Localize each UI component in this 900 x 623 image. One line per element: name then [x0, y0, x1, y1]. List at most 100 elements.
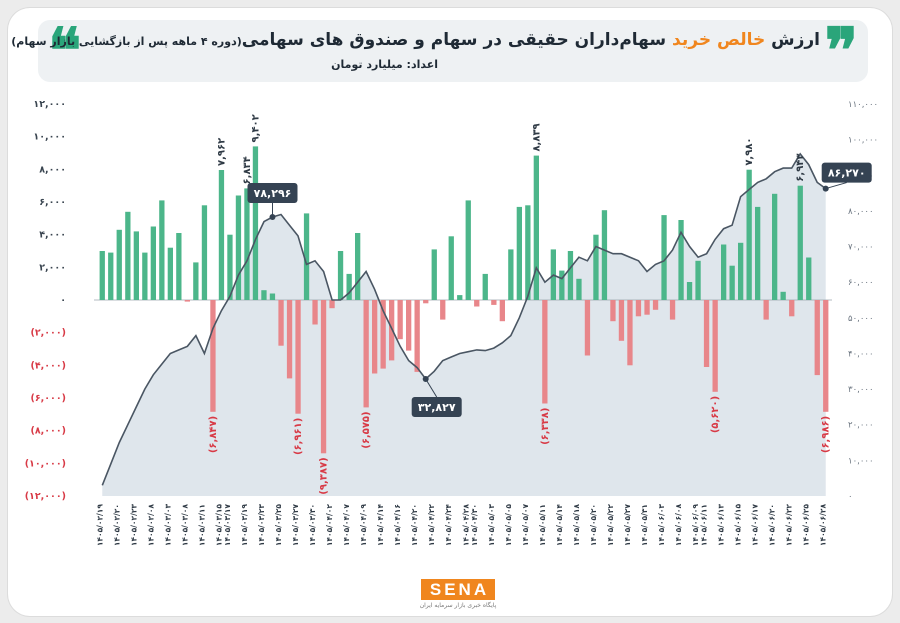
- x-axis-label: ۱۴۰۵/۰۶/۱۱: [700, 504, 709, 546]
- bar-value-label: ۷,۹۶۲: [216, 138, 227, 166]
- x-axis-label: ۱۴۰۵/۰۶/۱۳: [717, 504, 726, 547]
- quote-left-icon: ❝: [48, 14, 82, 87]
- x-axis-label: ۱۴۰۵/۰۳/۳۰: [308, 504, 317, 546]
- bar: [312, 300, 318, 325]
- bar: [763, 300, 769, 320]
- cumulative-area: [102, 153, 826, 496]
- x-axis-label: ۱۴۰۵/۰۴/۲۴: [444, 504, 453, 547]
- x-axis-label: ۱۴۰۵/۰۴/۰۲: [325, 504, 334, 547]
- callout-box: [411, 397, 462, 417]
- bar: [806, 257, 812, 300]
- x-axis-label: ۱۴۰۵/۰۲/۲۰: [112, 504, 121, 546]
- right-axis-tick: ۴۰,۰۰۰: [848, 350, 874, 360]
- x-axis-label: ۱۴۰۵/۰۵/۰۵: [504, 504, 513, 547]
- bar: [252, 146, 259, 300]
- left-axis-tick: (۱۲,۰۰۰): [25, 491, 66, 502]
- right-axis-tick: ۸۰,۰۰۰: [848, 207, 874, 217]
- right-axis-tick: ۱۰۰,۰۰۰: [848, 136, 878, 146]
- x-axis-label: ۱۴۰۵/۰۴/۳۰: [470, 504, 479, 546]
- bar: [635, 300, 642, 317]
- left-axis-tick: ۱۰,۰۰۰: [33, 132, 66, 143]
- bar: [686, 282, 693, 300]
- bar: [789, 300, 795, 317]
- x-axis-label: ۱۴۰۵/۰۲/۱۹: [95, 504, 104, 547]
- bar: [431, 249, 437, 300]
- bar: [99, 251, 105, 300]
- callout-dot: [822, 185, 829, 192]
- bar: [261, 290, 267, 300]
- bar: [176, 233, 182, 300]
- bar: [142, 252, 148, 300]
- bar: [661, 215, 667, 300]
- x-axis-label: ۱۴۰۵/۰۴/۲۰: [410, 504, 419, 546]
- bar: [465, 200, 471, 300]
- callout-box: [821, 162, 872, 183]
- x-axis-label: ۱۴۰۵/۰۳/۰۸: [180, 504, 189, 547]
- left-axis-tick: ۲,۰۰۰: [39, 262, 66, 273]
- bar: [320, 300, 327, 454]
- bar: [218, 170, 225, 300]
- x-axis-label: ۱۴۰۵/۰۶/۰۹: [691, 504, 700, 547]
- left-axis-tick: ۶,۰۰۰: [39, 197, 66, 208]
- bar: [618, 300, 625, 341]
- bar: [227, 234, 233, 300]
- x-axis-label: ۱۴۰۵/۰۶/۲۵: [802, 504, 811, 547]
- bar-value-label: (۹,۳۸۷): [319, 457, 330, 494]
- bar: [482, 273, 488, 300]
- bar: [644, 300, 650, 315]
- bar: [695, 260, 701, 300]
- bar: [133, 231, 139, 300]
- x-axis-label: ۱۴۰۵/۰۳/۱۱: [197, 504, 206, 546]
- x-axis-label: ۱۴۰۵/۰۳/۰۳: [163, 504, 172, 547]
- quote-right-icon: ❞: [824, 14, 858, 87]
- x-axis-label: ۱۴۰۵/۰۵/۲۷: [623, 504, 632, 547]
- bar: [286, 300, 293, 379]
- left-axis-tick: ۰: [60, 295, 66, 306]
- bar-value-label: (۶,۹۶۱): [293, 418, 304, 455]
- x-axis-label: ۱۴۰۵/۰۶/۱۷: [751, 504, 760, 547]
- callout-label: ۷۸,۲۹۶: [254, 187, 292, 200]
- bar: [210, 300, 216, 412]
- bar: [729, 265, 735, 300]
- callout-box: [247, 183, 298, 203]
- bar-value-label: (۶,۸۴۷): [208, 416, 219, 453]
- chart-svg: ۱۲,۰۰۰ ۱۰,۰۰۰ ۸,۰۰۰ ۶,۰۰۰ ۴,۰۰۰ ۲,۰۰۰ ۰ (۲,۰۰۰)…: [25, 99, 878, 547]
- title-note: (دوره ۴ ماهه پس از بازگشایی بازار سهام): [11, 35, 242, 48]
- x-axis-label: ۱۴۰۵/۰۶/۲۸: [819, 504, 828, 547]
- bar: [125, 211, 131, 300]
- bar: [116, 229, 122, 300]
- bar: [150, 226, 156, 300]
- callout-dot: [269, 214, 276, 220]
- bar: [406, 300, 412, 351]
- x-axis-label: ۱۴۰۵/۰۵/۱۸: [572, 504, 581, 547]
- bar: [159, 200, 165, 300]
- logo-text: SENA: [420, 579, 496, 600]
- bar: [525, 205, 531, 300]
- bar: [576, 278, 582, 300]
- bar: [712, 300, 718, 392]
- bar: [823, 300, 829, 412]
- bar: [652, 300, 659, 310]
- right-axis-tick: ۱۰,۰۰۰: [848, 456, 874, 466]
- bar: [244, 188, 250, 300]
- bar-value-label: (۵,۶۲۰): [710, 396, 721, 433]
- left-axis-tick: (۸,۰۰۰): [31, 426, 67, 437]
- x-axis-label: ۱۴۰۵/۰۵/۰۷: [521, 504, 530, 547]
- bar-value-label: ۶,۹۴۳: [795, 153, 806, 181]
- bar: [584, 300, 591, 356]
- bar: [193, 262, 199, 300]
- right-axis-tick: ۲۰,۰۰۰: [848, 421, 874, 431]
- bar: [372, 300, 378, 374]
- unit-label: اعداد: میلیارد تومان: [331, 58, 438, 71]
- bar: [167, 247, 173, 300]
- bar: [601, 210, 608, 300]
- x-axis-label: ۱۴۰۵/۰۳/۲۳: [257, 504, 266, 547]
- bar: [721, 244, 727, 300]
- bar: [201, 205, 208, 300]
- x-axis-label: ۱۴۰۵/۰۳/۲۵: [274, 504, 283, 547]
- bar: [397, 300, 403, 340]
- x-axis-label: ۱۴۰۵/۰۴/۱۴: [376, 504, 385, 547]
- x-axis-label: ۱۴۰۵/۰۶/۰۳: [657, 504, 666, 547]
- x-axis-label: ۱۴۰۵/۰۵/۲۰: [589, 504, 598, 546]
- bar-value-label: ۹,۴۰۲: [251, 114, 262, 142]
